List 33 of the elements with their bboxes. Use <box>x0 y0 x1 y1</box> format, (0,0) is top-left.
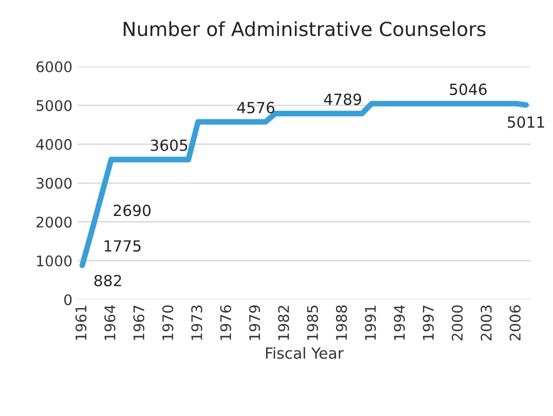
x-tick-label: 1997 <box>422 306 434 340</box>
x-tick-label: 1988 <box>336 305 347 340</box>
y-tick-label: 2000 <box>36 216 72 228</box>
x-tick-label: 1976 <box>220 305 232 340</box>
y-tick-label: 5000 <box>36 100 72 112</box>
data-label: 1775 <box>104 240 141 252</box>
data-label: 5011 <box>508 116 544 128</box>
data-label: 3605 <box>150 139 188 152</box>
x-tick-label: 2006 <box>510 305 521 340</box>
y-tick-label: 6000 <box>36 61 72 72</box>
x-tick-label: 1985 <box>307 306 318 340</box>
x-tick-label: 1961 <box>75 306 86 340</box>
y-tick-label: 3000 <box>36 178 72 189</box>
x-tick-label: 1994 <box>394 305 405 340</box>
y-tick-label: 4000 <box>36 138 72 150</box>
y-tick-label: 1000 <box>37 255 72 266</box>
x-tick-label: 1979 <box>249 305 260 340</box>
data-label: 5046 <box>450 84 487 96</box>
x-tick-label: 1970 <box>162 305 174 340</box>
x-tick-label: 1964 <box>104 305 116 340</box>
x-tick-label: 2003 <box>480 306 492 340</box>
data-label: 882 <box>94 274 121 286</box>
y-tick-label: 0 <box>64 294 72 306</box>
data-label: 4576 <box>237 102 274 114</box>
x-tick-label: 1991 <box>364 306 376 340</box>
x-tick-label: 1982 <box>278 306 290 340</box>
data-label: 2690 <box>114 204 151 216</box>
x-tick-label: 2000 <box>452 305 463 340</box>
x-tick-label: 1967 <box>133 306 144 340</box>
chart-title: Number of Administrative Counselors <box>124 21 486 36</box>
data-label: 4789 <box>324 94 362 106</box>
x-tick-label: 1973 <box>191 306 202 340</box>
x-axis-title: Fiscal Year <box>266 347 344 359</box>
